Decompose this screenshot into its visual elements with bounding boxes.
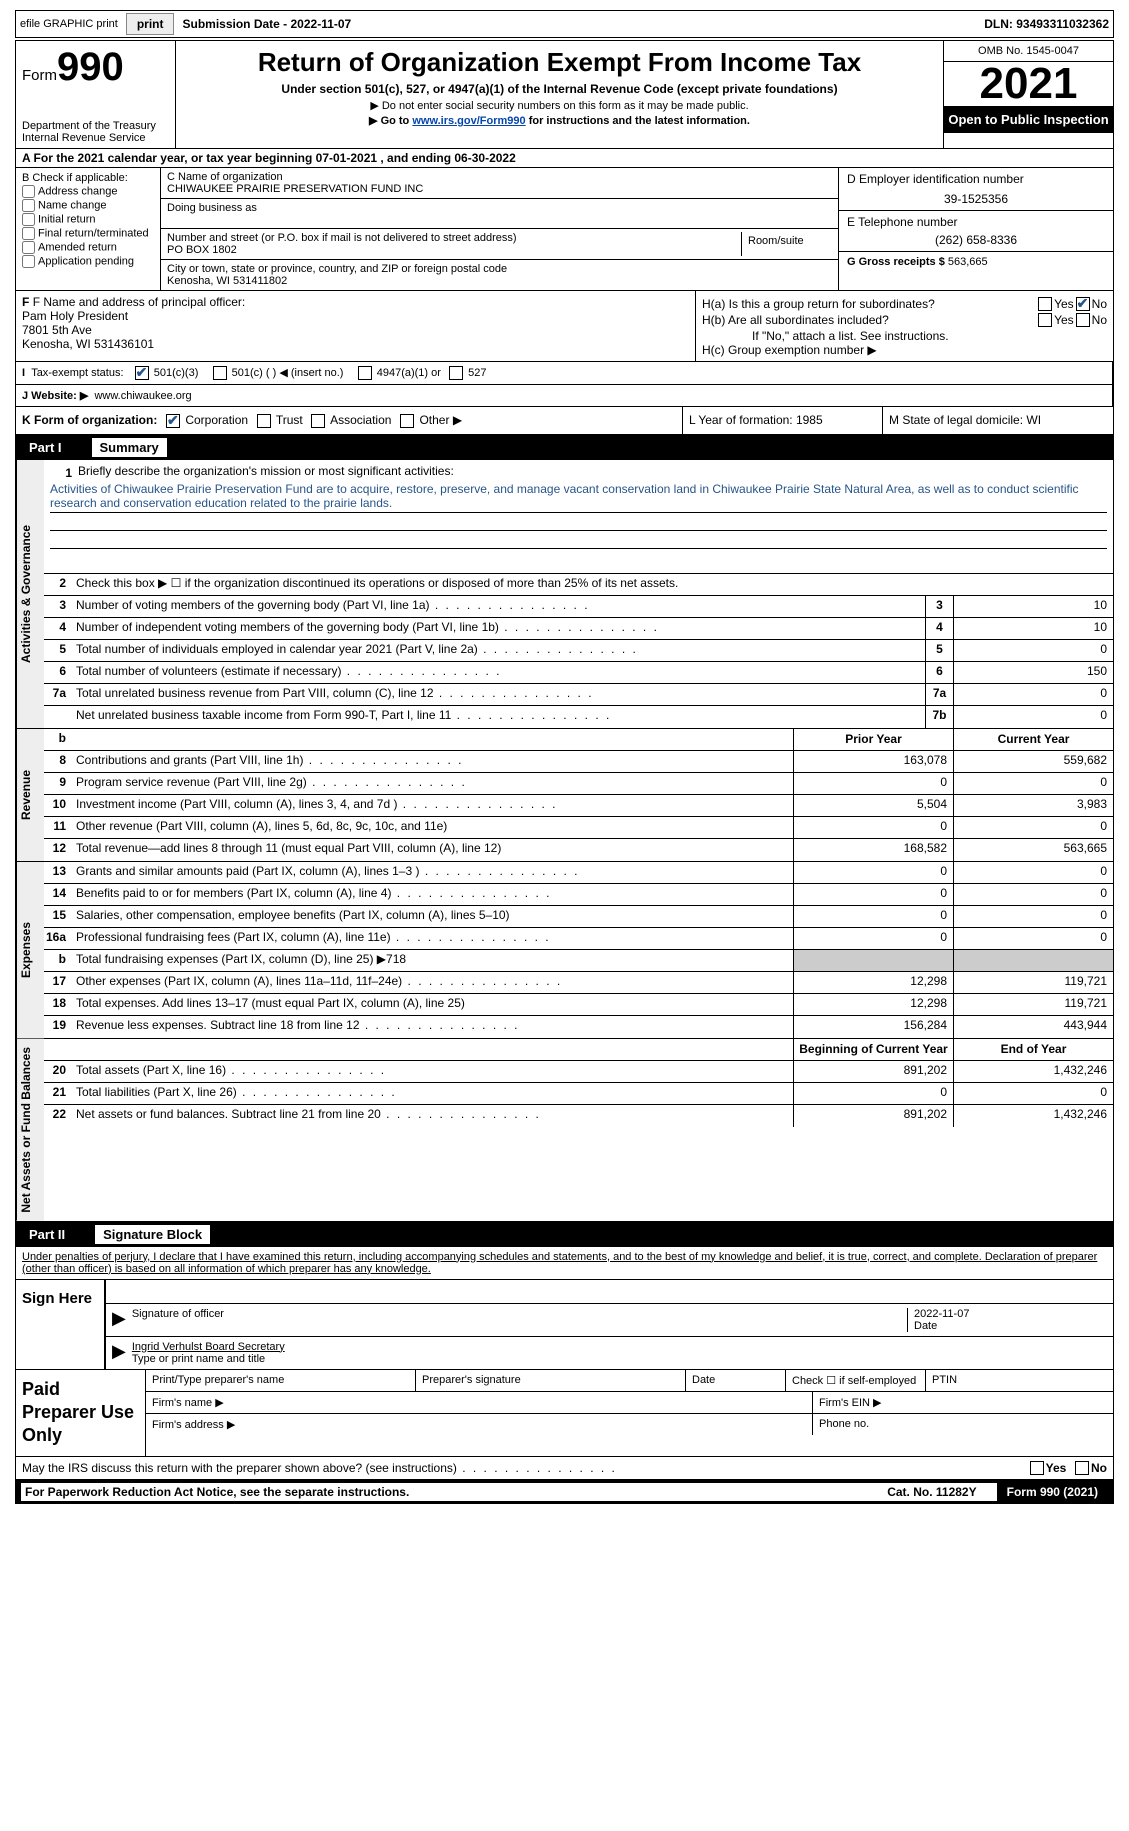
cb-amended[interactable] <box>22 241 35 254</box>
addr-label: Number and street (or P.O. box if mail i… <box>167 232 735 244</box>
irs-link[interactable]: www.irs.gov/Form990 <box>412 115 525 127</box>
row-a-period: A For the 2021 calendar year, or tax yea… <box>15 149 1114 168</box>
year-formation: L Year of formation: 1985 <box>683 407 883 434</box>
cb-assoc[interactable] <box>311 414 325 428</box>
section-net-assets: Net Assets or Fund Balances <box>16 1039 44 1221</box>
cb-501c[interactable] <box>213 366 227 380</box>
tel-label: E Telephone number <box>847 215 1105 229</box>
cb-ha-no[interactable] <box>1076 297 1090 311</box>
val-3: 10 <box>953 596 1113 617</box>
cb-initial-return[interactable] <box>22 213 35 226</box>
form-number: 990 <box>57 45 124 89</box>
cb-discuss-yes[interactable] <box>1030 1461 1044 1475</box>
city-value: Kenosha, WI 531411802 <box>167 275 832 287</box>
city-label: City or town, state or province, country… <box>167 263 832 275</box>
form-title: Return of Organization Exempt From Incom… <box>182 47 937 78</box>
cb-corp[interactable] <box>166 414 180 428</box>
addr-value: PO BOX 1802 <box>167 244 735 256</box>
footer: For Paperwork Reduction Act Notice, see … <box>15 1480 1114 1504</box>
section-governance: Activities & Governance <box>16 460 44 728</box>
cb-hb-yes[interactable] <box>1038 313 1052 327</box>
form-note-1: ▶ Do not enter social security numbers o… <box>182 99 937 112</box>
cb-501c3[interactable] <box>135 366 149 380</box>
state-domicile: M State of legal domicile: WI <box>883 407 1113 434</box>
submission-date: Submission Date - 2022-11-07 <box>182 17 351 31</box>
section-expenses: Expenses <box>16 862 44 1038</box>
cb-527[interactable] <box>449 366 463 380</box>
dba-label: Doing business as <box>167 202 832 214</box>
org-name: CHIWAUKEE PRAIRIE PRESERVATION FUND INC <box>167 183 832 195</box>
website-value: www.chiwaukee.org <box>94 390 191 402</box>
cb-address-change[interactable] <box>22 185 35 198</box>
col-b-checkboxes: B Check if applicable: Address change Na… <box>16 168 161 290</box>
officer-addr2: Kenosha, WI 531436101 <box>22 337 689 351</box>
dln: DLN: 93493311032362 <box>984 17 1109 31</box>
cb-final-return[interactable] <box>22 227 35 240</box>
tel-value: (262) 658-8336 <box>847 233 1105 247</box>
part2-header: Part II Signature Block <box>15 1222 1114 1247</box>
cb-trust[interactable] <box>257 414 271 428</box>
officer-addr1: 7801 5th Ave <box>22 323 689 337</box>
section-revenue: Revenue <box>16 729 44 861</box>
ein-value: 39-1525356 <box>847 192 1105 206</box>
mission-text: Activities of Chiwaukee Prairie Preserva… <box>50 482 1107 513</box>
inspection-label: Open to Public Inspection <box>944 106 1113 133</box>
tax-year: 2021 <box>944 62 1113 106</box>
gross-value: 563,665 <box>948 256 988 268</box>
org-name-label: C Name of organization <box>167 171 832 183</box>
form-subtitle: Under section 501(c), 527, or 4947(a)(1)… <box>182 82 937 96</box>
cb-4947[interactable] <box>358 366 372 380</box>
dept-label: Department of the Treasury Internal Reve… <box>22 120 169 144</box>
val-5: 0 <box>953 640 1113 661</box>
ein-label: D Employer identification number <box>847 172 1105 186</box>
cb-discuss-no[interactable] <box>1075 1461 1089 1475</box>
val-7a: 0 <box>953 684 1113 705</box>
officer-name: Pam Holy President <box>22 309 689 323</box>
efile-label: efile GRAPHIC print <box>20 18 118 30</box>
print-button[interactable]: print <box>126 13 175 35</box>
cb-name-change[interactable] <box>22 199 35 212</box>
room-label: Room/suite <box>742 232 832 256</box>
form-header: Form990 Department of the Treasury Inter… <box>15 40 1114 149</box>
paid-preparer-label: Paid Preparer Use Only <box>16 1370 146 1456</box>
sig-declaration: Under penalties of perjury, I declare th… <box>16 1247 1113 1280</box>
val-7b: 0 <box>953 706 1113 728</box>
top-bar: efile GRAPHIC print print Submission Dat… <box>15 10 1114 38</box>
cb-application-pending[interactable] <box>22 255 35 268</box>
sign-here-label: Sign Here <box>16 1280 106 1369</box>
form-prefix: Form <box>22 67 57 84</box>
val-6: 150 <box>953 662 1113 683</box>
val-4: 10 <box>953 618 1113 639</box>
cb-other[interactable] <box>400 414 414 428</box>
part1-header: Part I Summary <box>15 435 1114 460</box>
gross-label: G Gross receipts $ <box>847 256 945 268</box>
cb-ha-yes[interactable] <box>1038 297 1052 311</box>
cb-hb-no[interactable] <box>1076 313 1090 327</box>
